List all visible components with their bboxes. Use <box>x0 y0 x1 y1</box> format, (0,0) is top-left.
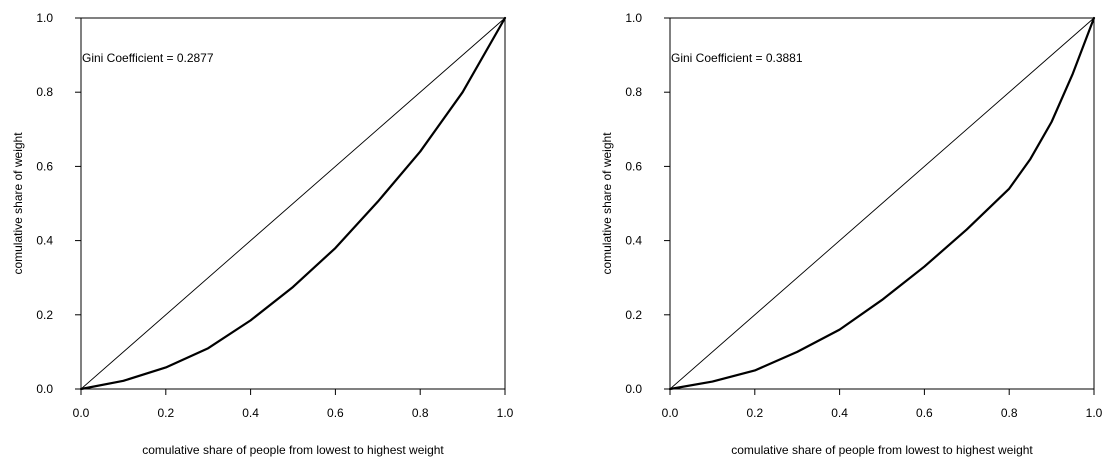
plot-frame <box>669 17 1095 390</box>
x-tick-label: 1.0 <box>497 406 514 420</box>
y-tick-label: 0.6 <box>625 159 642 173</box>
x-axis-label: comulative share of people from lowest t… <box>731 443 1033 457</box>
y-axis-label: comulative share of weight <box>600 132 614 275</box>
y-tick-label: 0.0 <box>36 382 53 396</box>
x-tick-label: 0.6 <box>327 406 344 420</box>
equality-diagonal-line <box>669 17 1095 390</box>
x-tick-label: 0.2 <box>746 406 763 420</box>
x-tick-label: 0.4 <box>242 406 259 420</box>
y-tick-label: 0.2 <box>36 308 53 322</box>
x-axis-label: comulative share of people from lowest t… <box>142 443 444 457</box>
x-tick-label: 0.8 <box>1001 406 1018 420</box>
y-tick-label: 0.0 <box>625 382 642 396</box>
x-tick-label: 0.0 <box>73 406 90 420</box>
lorenz-curve-line <box>79 16 507 391</box>
equality-diagonal-line <box>80 17 506 390</box>
chart-panel-1: 0.0 0.2 0.4 0.6 0.8 1.0 0.0 0.2 0.4 0.6 0.8 1.0 comu… <box>11 11 514 457</box>
x-tick-label: 0.6 <box>916 406 933 420</box>
x-tick-label: 1.0 <box>1086 406 1103 420</box>
gini-coefficient-annotation: Gini Coefficient = 0.3881 <box>671 51 803 65</box>
x-tick-label: 0.0 <box>662 406 679 420</box>
y-tick-label: 0.2 <box>625 308 642 322</box>
y-tick-label: 0.8 <box>625 85 642 99</box>
lorenz-curve-line <box>668 16 1096 391</box>
x-tick-label: 0.8 <box>412 406 429 420</box>
x-tick-label: 0.2 <box>157 406 174 420</box>
y-axis-label: comulative share of weight <box>11 132 25 275</box>
chart-panel-2: 0.0 0.2 0.4 0.6 0.8 1.0 0.0 0.2 0.4 0.6 0.8 1.0 comu… <box>600 11 1103 457</box>
y-tick-label: 0.4 <box>625 234 642 248</box>
y-tick-label: 0.8 <box>36 85 53 99</box>
gini-coefficient-annotation: Gini Coefficient = 0.2877 <box>82 51 214 65</box>
y-tick-label: 1.0 <box>36 11 53 25</box>
y-tick-label: 0.4 <box>36 234 53 248</box>
plot-frame <box>80 17 506 390</box>
y-tick-label: 0.6 <box>36 159 53 173</box>
x-tick-label: 0.4 <box>831 406 848 420</box>
y-tick-label: 1.0 <box>625 11 642 25</box>
